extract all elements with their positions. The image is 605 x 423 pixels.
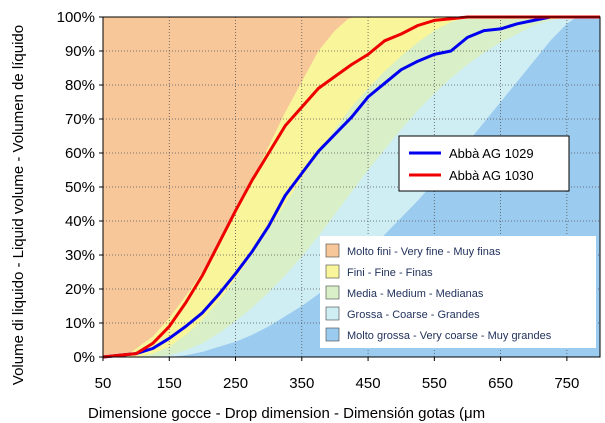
x-axis-label: Dimensione gocce - Drop dimension - Dime… xyxy=(88,405,485,422)
y-tick-label: 70% xyxy=(65,111,95,128)
class-swatch-2 xyxy=(325,264,340,279)
y-tick-label: 20% xyxy=(65,281,95,298)
series-legend: Abbà AG 1029 Abbà AG 1030 xyxy=(398,135,570,192)
class-legend: Molto fini - Very fine - Muy finas Fini -… xyxy=(320,236,596,348)
class-label-4: Grossa - Coarse - Grandes xyxy=(347,309,480,321)
class-swatch-3 xyxy=(325,285,340,300)
x-tick-label: 350 xyxy=(289,375,314,392)
y-tick-label: 60% xyxy=(65,145,95,162)
y-tick-label: 50% xyxy=(65,179,95,196)
y-tick-label: 90% xyxy=(65,43,95,60)
y-tick-label: 40% xyxy=(65,213,95,230)
y-tick-label: 10% xyxy=(65,315,95,332)
legend-label-1: Abbà AG 1029 xyxy=(449,146,534,161)
series-line-1 xyxy=(102,15,600,359)
x-tick-label: 250 xyxy=(223,375,248,392)
y-tick-labels: 0% 10% 20% 30% 40% 50% 60% 70% 80% 90% 100% xyxy=(57,9,103,366)
x-tick-label: 50 xyxy=(95,375,112,392)
y-axis-label: Volume di liquido - Liquid volume - Volu… xyxy=(10,25,27,385)
class-swatch-1 xyxy=(325,243,340,258)
x-tick-label: 450 xyxy=(356,375,381,392)
y-tick-label: 100% xyxy=(57,9,95,26)
x-tick-label: 550 xyxy=(422,375,447,392)
class-label-5: Molto grossa - Very coarse - Muy grandes xyxy=(347,330,552,342)
y-tick-label: 80% xyxy=(65,77,95,94)
class-legend-box xyxy=(320,236,596,348)
class-label-2: Fini - Fine - Finas xyxy=(347,267,433,279)
class-label-1: Molto fini - Very fine - Muy finas xyxy=(347,246,501,258)
class-swatch-4 xyxy=(325,306,340,321)
y-tick-label: 0% xyxy=(73,349,95,366)
x-tick-label: 750 xyxy=(554,375,579,392)
x-tick-label: 650 xyxy=(488,375,513,392)
legend-label-2: Abbà AG 1030 xyxy=(449,168,534,183)
x-tick-labels: 50 150 250 350 450 550 650 750 xyxy=(95,357,579,392)
legend-box xyxy=(398,135,570,192)
y-tick-label: 30% xyxy=(65,247,95,264)
class-label-3: Media - Medium - Medianas xyxy=(347,288,484,300)
x-tick-label: 150 xyxy=(157,375,182,392)
class-swatch-5 xyxy=(325,327,340,342)
